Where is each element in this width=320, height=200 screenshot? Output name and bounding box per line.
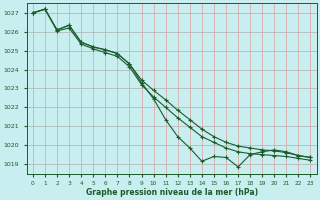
X-axis label: Graphe pression niveau de la mer (hPa): Graphe pression niveau de la mer (hPa) [86,188,258,197]
